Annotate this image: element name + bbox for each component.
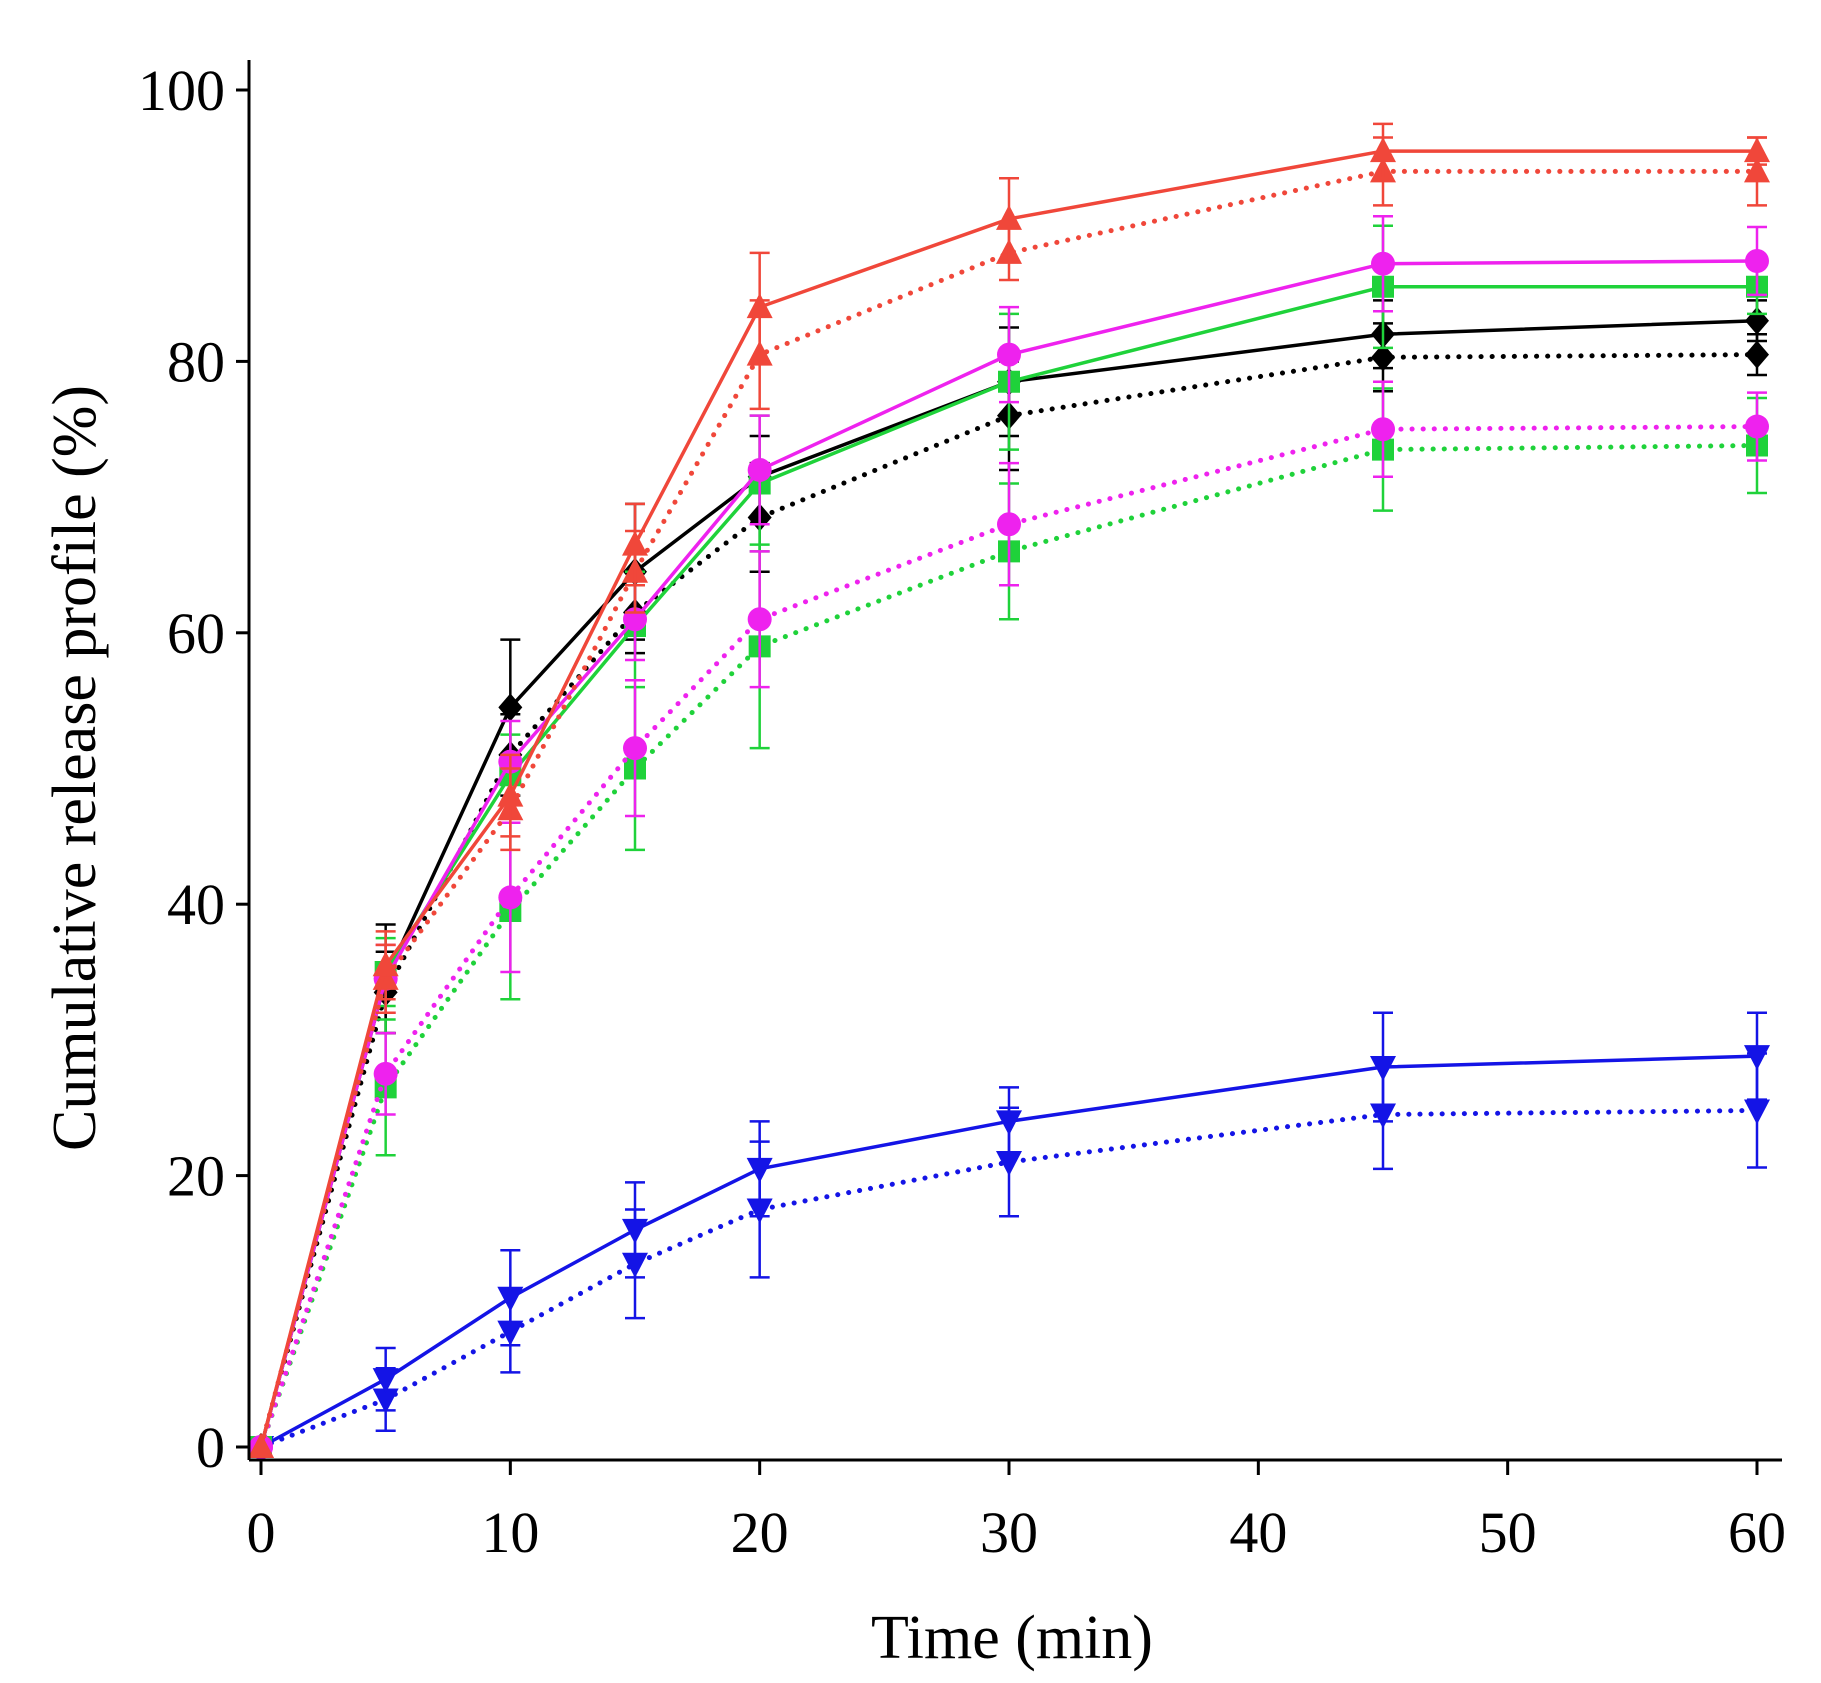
y-tick-label-40: 40 [167, 872, 225, 937]
point-blue-solid-15 [622, 1218, 648, 1244]
y-tick-label-80: 80 [167, 329, 225, 394]
point-magenta-solid-45 [1371, 251, 1395, 276]
point-magenta-dotted-15 [623, 736, 647, 761]
x-tick-label-40: 40 [1229, 1500, 1287, 1565]
point-red-dotted-60 [1744, 157, 1770, 183]
point-blue-solid-10 [497, 1286, 524, 1312]
point-magenta-dotted-20 [747, 607, 772, 632]
point-black-dotted-60 [1745, 340, 1769, 369]
series-magenta-solid [249, 214, 1769, 1459]
point-magenta-dotted-45 [1371, 417, 1395, 442]
x-tick-label-50: 50 [1479, 1500, 1537, 1565]
x-axis-title: Time (min) [871, 1604, 1153, 1672]
series-red-solid [248, 122, 1770, 1458]
x-tick-label-0: 0 [247, 1500, 276, 1565]
y-axis-title: Cumulative release profile (%) [41, 385, 109, 1151]
point-red-solid-15 [622, 530, 648, 556]
y-tick-label-0: 0 [196, 1415, 225, 1480]
point-black-solid-10 [498, 693, 523, 722]
point-blue-solid-30 [996, 1110, 1022, 1136]
point-magenta-dotted-10 [498, 885, 523, 910]
series-blue-solid [248, 1011, 1770, 1461]
point-red-solid-5 [372, 951, 399, 977]
point-magenta-dotted-30 [997, 512, 1021, 537]
series-line-blue-solid [260, 1054, 1758, 1449]
point-blue-dotted-30 [996, 1151, 1022, 1177]
series-line-red-dotted [258, 168, 1760, 1450]
series-layer [248, 122, 1770, 1461]
point-magenta-dotted-60 [1745, 414, 1769, 439]
point-blue-dotted-60 [1744, 1099, 1770, 1125]
y-tick-label-60: 60 [167, 601, 225, 666]
point-blue-solid-60 [1744, 1045, 1770, 1071]
series-line-black-solid [259, 318, 1758, 1448]
point-red-solid-30 [996, 204, 1022, 230]
point-red-solid-60 [1744, 137, 1770, 163]
point-magenta-solid-60 [1745, 248, 1769, 273]
series-line-red-solid [259, 149, 1757, 1448]
point-blue-solid-45 [1370, 1056, 1396, 1082]
series-line-blue-dotted [258, 1107, 1760, 1450]
x-tick-label-20: 20 [731, 1500, 789, 1565]
point-red-solid-10 [497, 781, 524, 807]
y-tick-label-100: 100 [138, 58, 225, 123]
point-blue-solid-5 [372, 1368, 399, 1394]
point-blue-solid-20 [746, 1157, 773, 1183]
x-tick-label-60: 60 [1728, 1500, 1786, 1565]
series-magenta-dotted [249, 380, 1769, 1459]
point-red-solid-0 [248, 1433, 274, 1458]
series-line-magenta-solid [259, 259, 1758, 1448]
y-tick-label-20: 20 [167, 1144, 225, 1209]
point-magenta-solid-20 [747, 457, 772, 482]
point-red-solid-45 [1370, 137, 1396, 163]
point-red-solid-20 [746, 293, 773, 319]
point-magenta-dotted-5 [373, 1061, 398, 1086]
point-magenta-solid-30 [997, 342, 1021, 367]
x-tick-label-10: 10 [481, 1500, 539, 1565]
axes-layer: 0 20 40 60 80 100 0 10 20 30 40 50 60 [138, 58, 1786, 1565]
x-tick-label-30: 30 [980, 1500, 1038, 1565]
